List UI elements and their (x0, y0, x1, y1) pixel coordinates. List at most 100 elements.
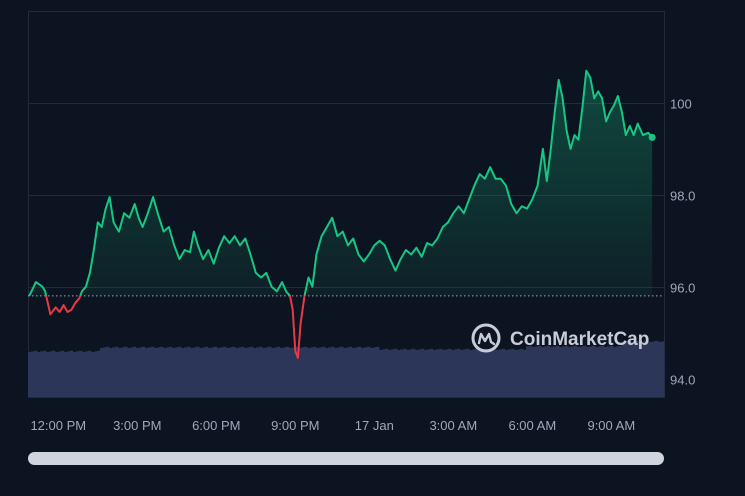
volume-bar (571, 346, 575, 397)
volume-bar (247, 347, 251, 397)
volume-bar (295, 346, 299, 397)
volume-bar (496, 350, 500, 397)
volume-bar (418, 349, 422, 397)
volume-bar (574, 345, 578, 397)
volume-bar (514, 350, 518, 397)
volume-bar (421, 348, 425, 397)
volume-bar (526, 346, 530, 397)
volume-bar (604, 347, 608, 397)
volume-bar (307, 348, 311, 397)
volume-bar (220, 347, 224, 397)
volume-bar (319, 347, 323, 397)
volume-bar (328, 347, 332, 397)
volume-bar (610, 345, 614, 397)
volume-bar (37, 352, 41, 397)
volume-bar (643, 341, 647, 397)
volume-bar (148, 347, 152, 397)
volume-bar (52, 350, 56, 397)
volume-bar (400, 349, 404, 397)
volume-bar (652, 341, 656, 397)
volume-bar (607, 346, 611, 397)
volume-bar (199, 348, 203, 397)
volume-bar (559, 347, 563, 397)
volume-bar (568, 347, 572, 397)
volume-bar (424, 350, 428, 397)
price-area (29, 70, 653, 296)
volume-bar (556, 345, 560, 397)
volume-bar (373, 347, 377, 397)
volume-bar (166, 347, 170, 397)
volume-bar (286, 346, 290, 397)
volume-bar (388, 350, 392, 397)
volume-bar (385, 348, 389, 397)
volume-bar (592, 345, 596, 397)
volume-bar (589, 346, 593, 397)
chart-scrollbar[interactable] (28, 452, 664, 465)
volume-bar (241, 346, 245, 397)
volume-bar (46, 352, 50, 397)
volume-bar (103, 347, 107, 397)
volume-bar (457, 348, 461, 397)
volume-bar (181, 348, 185, 397)
volume-bar (187, 346, 191, 397)
volume-bar (73, 352, 77, 397)
volume-bar (544, 346, 548, 397)
volume-bar (91, 352, 95, 397)
y-tick-label: 100 (670, 97, 692, 112)
volume-bar (502, 348, 506, 397)
volume-bar (322, 346, 326, 397)
volume-bar (430, 348, 434, 397)
watermark-text: CoinMarketCap (510, 329, 649, 350)
volume-bar (28, 352, 32, 397)
volume-bar (349, 346, 353, 397)
volume-bar (433, 350, 437, 397)
y-axis-ticks: 100 98.0 96.0 94.0 (670, 97, 695, 388)
volume-bar (616, 346, 620, 397)
volume-bar (283, 347, 287, 397)
volume-bar (460, 350, 464, 397)
volume-bar (601, 345, 605, 397)
volume-bar (403, 348, 407, 397)
volume-bar (316, 348, 320, 397)
volume-bar (142, 346, 146, 397)
y-tick-label: 94.0 (670, 373, 695, 388)
x-tick-label: 3:00 AM (429, 418, 477, 433)
volume-bar (529, 345, 533, 397)
volume-bar (487, 350, 491, 397)
volume-bar (550, 347, 554, 397)
volume-bar (160, 346, 164, 397)
volume-bar (289, 348, 293, 397)
scrollbar-thumb[interactable] (28, 452, 664, 465)
volume-bar (262, 348, 266, 397)
volume-bar (133, 346, 137, 397)
volume-bar (145, 348, 149, 397)
volume-bar (490, 349, 494, 397)
volume-bar (325, 348, 329, 397)
volume-bar (535, 346, 539, 397)
volume-bar (184, 347, 188, 397)
volume-bar (106, 346, 110, 397)
volume-bar (580, 346, 584, 397)
price-area-fill (29, 70, 653, 296)
volume-bar (364, 347, 368, 397)
volume-bar (280, 348, 284, 397)
volume-bar (475, 348, 479, 397)
volume-bar (250, 346, 254, 397)
coinmarketcap-logo-icon (471, 323, 501, 353)
volume-bar (64, 352, 68, 397)
volume-bar (55, 352, 59, 397)
volume-bar (97, 350, 101, 397)
volume-bar (451, 350, 455, 397)
volume-bar (508, 349, 512, 397)
volume-bar (61, 350, 65, 397)
price-lines (28, 69, 656, 359)
volume-bar (391, 349, 395, 397)
volume-bar (472, 349, 476, 397)
volume-bar (214, 346, 218, 397)
volume-bar (190, 348, 194, 397)
volume-bar (469, 350, 473, 397)
volume-bar (631, 342, 635, 397)
volume-bar (79, 350, 83, 397)
